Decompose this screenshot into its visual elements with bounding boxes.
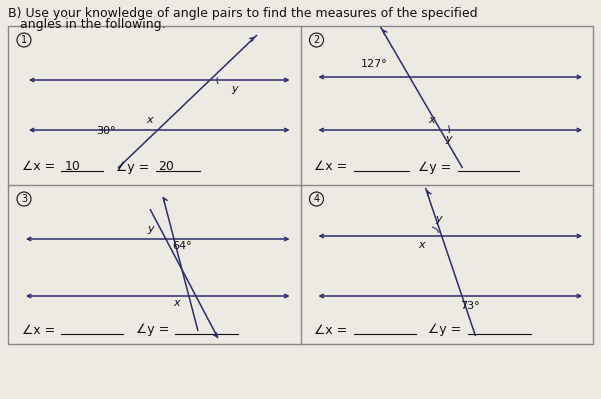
Bar bbox=[8, 26, 593, 344]
Text: 20: 20 bbox=[158, 160, 174, 174]
Text: ∠y =: ∠y = bbox=[429, 324, 462, 336]
Text: y: y bbox=[445, 134, 452, 144]
Text: ∠x =: ∠x = bbox=[22, 160, 55, 174]
Text: 64°: 64° bbox=[172, 241, 192, 251]
Text: ∠y =: ∠y = bbox=[116, 160, 149, 174]
Text: x: x bbox=[428, 115, 435, 125]
Text: 1: 1 bbox=[21, 35, 27, 45]
Text: 127°: 127° bbox=[361, 59, 388, 69]
Text: 30°: 30° bbox=[97, 126, 116, 136]
Text: ∠x =: ∠x = bbox=[314, 160, 348, 174]
Text: 2: 2 bbox=[313, 35, 320, 45]
Text: ∠x =: ∠x = bbox=[314, 324, 348, 336]
Text: 4: 4 bbox=[314, 194, 320, 204]
Text: y: y bbox=[231, 84, 237, 94]
Text: angles in the following.: angles in the following. bbox=[8, 18, 166, 31]
Text: x: x bbox=[146, 115, 153, 125]
Text: ∠y =: ∠y = bbox=[136, 324, 169, 336]
Text: ∠x =: ∠x = bbox=[22, 324, 55, 336]
Text: 3: 3 bbox=[21, 194, 27, 204]
Text: 10: 10 bbox=[65, 160, 81, 174]
Text: x: x bbox=[173, 298, 180, 308]
Text: y: y bbox=[147, 224, 154, 234]
Text: B) Use your knowledge of angle pairs to find the measures of the specified: B) Use your knowledge of angle pairs to … bbox=[8, 7, 478, 20]
Text: 73°: 73° bbox=[460, 301, 480, 311]
Text: y: y bbox=[436, 214, 442, 224]
Text: ∠y =: ∠y = bbox=[418, 160, 452, 174]
Text: x: x bbox=[418, 240, 424, 250]
